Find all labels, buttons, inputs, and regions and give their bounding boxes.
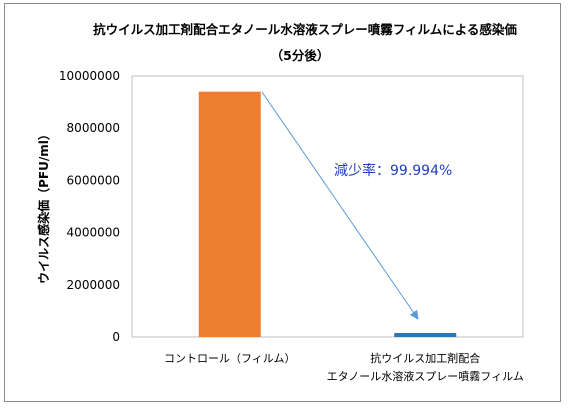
x-category-label: コントロール（フィルム）: [164, 352, 296, 365]
y-tick-label: 6000000: [67, 173, 120, 187]
y-axis-ticks: 0 2000000 4000000 6000000 8000000 10000000: [59, 69, 120, 344]
bar-1: [394, 333, 457, 337]
bars: [198, 91, 457, 337]
y-tick-label: 2000000: [67, 278, 120, 292]
plot-area: [131, 75, 524, 338]
y-axis-label: ウイルス感染価（PFU/ml）: [36, 128, 51, 284]
reduction-arrow: [261, 91, 419, 320]
x-category-label: エタノール水溶液スプレー噴霧フィルム: [327, 369, 524, 383]
chart-frame: [4, 3, 561, 402]
x-category-label: 抗ウイルス加工剤配合: [370, 351, 480, 365]
chart-subtitle: （5分後）: [271, 48, 330, 63]
chart-title: 抗ウイルス加工剤配合エタノール水溶液スプレー噴霧フィルムによる感染価: [93, 22, 517, 37]
y-tick-label: 8000000: [67, 121, 120, 135]
y-tick-label: 10000000: [59, 69, 120, 83]
reduction-rate-annotation: 減少率：99.994%: [334, 162, 452, 179]
y-tick-label: 4000000: [67, 226, 120, 240]
y-tick-label: 0: [112, 330, 120, 344]
x-axis-categories: コントロール（フィルム） 抗ウイルス加工剤配合エタノール水溶液スプレー噴霧フィルム: [164, 351, 524, 383]
bar-0: [198, 91, 261, 337]
